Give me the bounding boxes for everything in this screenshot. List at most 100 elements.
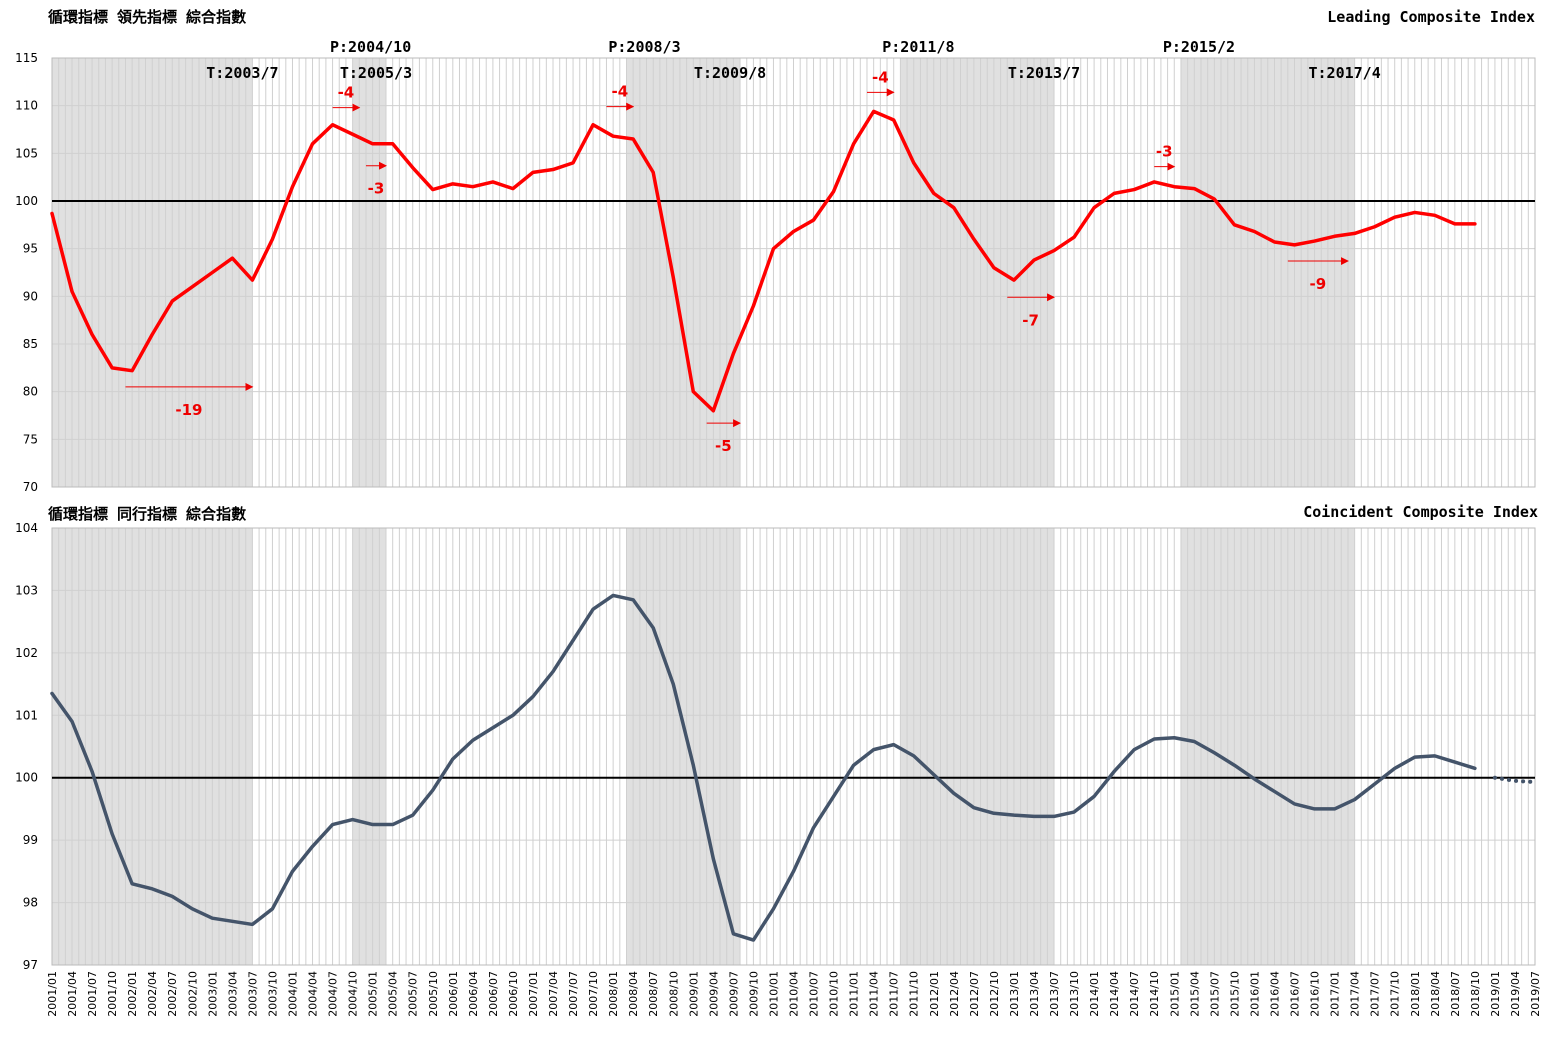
x-tick-label: 2013/01: [1008, 971, 1021, 1017]
x-tick-label: 2011/07: [888, 971, 901, 1017]
y-tick-label: 100: [15, 194, 38, 208]
x-tick-label: 2013/07: [1048, 971, 1061, 1017]
x-tick-label: 2017/04: [1349, 971, 1362, 1017]
x-tick-label: 2014/04: [1108, 971, 1121, 1017]
peak-label: P:2004/10: [330, 38, 411, 56]
x-tick-label: 2003/01: [206, 971, 219, 1017]
lead-label: -3: [1156, 143, 1173, 161]
x-tick-label: 2005/07: [407, 971, 420, 1017]
x-tick-label: 2009/07: [727, 971, 740, 1017]
x-tick-label: 2015/07: [1208, 971, 1221, 1017]
y-tick-label: 70: [23, 480, 38, 494]
y-tick-label: 100: [15, 771, 38, 785]
x-tick-label: 2016/01: [1248, 971, 1261, 1017]
x-tick-label: 2001/07: [86, 971, 99, 1017]
x-tick-label: 2015/01: [1168, 971, 1181, 1017]
trough-label: T:2005/3: [340, 64, 412, 82]
x-tick-label: 2004/07: [327, 971, 340, 1017]
x-tick-label: 2016/10: [1309, 971, 1322, 1017]
x-tick-label: 2004/04: [307, 971, 320, 1017]
y-tick-label: 110: [15, 99, 38, 113]
y-tick-label: 98: [23, 896, 38, 910]
chart-subtitle: Leading Composite Index: [1327, 8, 1535, 26]
recession-band: [352, 528, 387, 965]
x-tick-label: 2014/10: [1148, 971, 1161, 1017]
x-tick-label: 2004/01: [286, 971, 299, 1017]
data-line: [50, 109, 1477, 413]
x-tick-label: 2014/01: [1088, 971, 1101, 1017]
y-tick-label: 101: [15, 708, 38, 722]
x-tick-label: 2009/04: [707, 971, 720, 1017]
x-tick-label: 2008/07: [647, 971, 660, 1017]
lead-label: -4: [611, 83, 628, 101]
x-tick-label: 2006/10: [507, 971, 520, 1017]
lead-label: -3: [368, 180, 385, 198]
x-tick-label: 2019/01: [1489, 971, 1502, 1017]
x-tick-label: 2005/04: [387, 971, 400, 1017]
lead-label: -7: [1022, 311, 1039, 329]
trough-label: T:2003/7: [206, 64, 278, 82]
x-tick-label: 2013/04: [1028, 971, 1041, 1017]
peak-label: P:2011/8: [882, 38, 954, 56]
plot-frame: [51, 57, 1536, 488]
x-tick-label: 2002/10: [186, 971, 199, 1017]
x-tick-label: 2014/07: [1128, 971, 1141, 1017]
x-tick-label: 2018/01: [1409, 971, 1422, 1017]
y-tick-label: 90: [23, 289, 38, 303]
x-tick-label: 2018/07: [1449, 971, 1462, 1017]
y-tick-label: 99: [23, 833, 38, 847]
recession-band: [900, 58, 1055, 487]
y-tick-label: 115: [15, 51, 38, 65]
lead-label: -4: [872, 68, 889, 86]
x-tick-label: 2004/10: [347, 971, 360, 1017]
x-tick-label: 2008/01: [607, 971, 620, 1017]
x-tick-label: 2006/01: [447, 971, 460, 1017]
x-tick-label: 2007/04: [547, 971, 560, 1017]
y-tick-label: 85: [23, 337, 38, 351]
data-line: [50, 593, 1477, 942]
x-tick-label: 2001/04: [66, 971, 79, 1017]
data-line: [1492, 775, 1537, 785]
x-tick-label: 2005/10: [427, 971, 440, 1017]
y-tick-label: 105: [15, 146, 38, 160]
lead-label: -4: [338, 84, 355, 102]
x-tick-label: 2010/01: [767, 971, 780, 1017]
x-tick-label: 2019/04: [1509, 971, 1522, 1017]
y-tick-label: 75: [23, 432, 38, 446]
x-tick-label: 2010/04: [788, 971, 801, 1017]
y-tick-label: 80: [23, 385, 38, 399]
y-tick-label: 102: [15, 646, 38, 660]
peak-label: P:2008/3: [608, 38, 680, 56]
x-tick-label: 2013/10: [1068, 971, 1081, 1017]
x-tick-label: 2016/07: [1289, 971, 1302, 1017]
chart-title: 循環指標 同行指標 綜合指數: [48, 505, 246, 523]
x-tick-label: 2011/01: [848, 971, 861, 1017]
x-tick-label: 2015/04: [1188, 971, 1201, 1017]
x-tick-label: 2010/10: [828, 971, 841, 1017]
x-tick-label: 2011/10: [908, 971, 921, 1017]
chart-title: 循環指標 領先指標 綜合指數: [48, 8, 246, 26]
x-tick-label: 2002/01: [126, 971, 139, 1017]
x-tick-label: 2016/04: [1268, 971, 1281, 1017]
x-tick-label: 2002/07: [166, 971, 179, 1017]
peak-label: P:2015/2: [1163, 38, 1235, 56]
x-tick-label: 2007/01: [527, 971, 540, 1017]
plot-frame: [51, 527, 1536, 966]
x-tick-label: 2005/01: [367, 971, 380, 1017]
x-tick-label: 2002/04: [146, 971, 159, 1017]
x-tick-label: 2010/07: [808, 971, 821, 1017]
chart-subtitle: Coincident Composite Index: [1303, 503, 1538, 521]
x-tick-label: 2003/07: [246, 971, 259, 1017]
y-tick-label: 103: [15, 583, 38, 597]
x-tick-label: 2017/07: [1369, 971, 1382, 1017]
x-tick-label: 2008/04: [627, 971, 640, 1017]
lead-label: -5: [715, 437, 732, 455]
recession-band: [900, 528, 1055, 965]
x-tick-label: 2007/10: [587, 971, 600, 1017]
x-tick-label: 2006/07: [487, 971, 500, 1017]
x-tick-label: 2009/01: [687, 971, 700, 1017]
x-tick-label: 2007/07: [567, 971, 580, 1017]
x-tick-label: 2012/10: [988, 971, 1001, 1017]
recession-band: [352, 58, 387, 487]
